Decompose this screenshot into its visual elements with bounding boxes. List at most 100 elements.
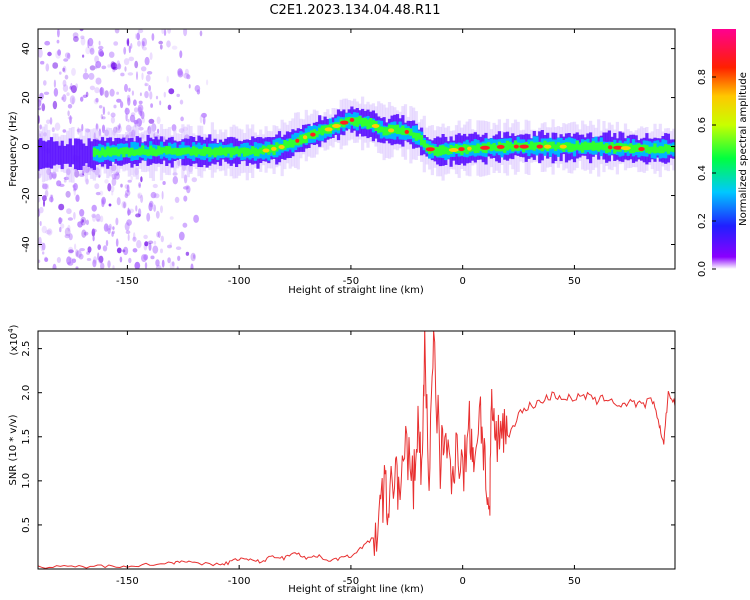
ridge-cell xyxy=(71,145,75,165)
ridge-cell xyxy=(495,145,499,152)
noise-speckle xyxy=(79,248,85,252)
noise-speckle xyxy=(163,29,167,36)
snr-background xyxy=(38,331,675,569)
ridge-cell xyxy=(401,125,405,136)
ridge-cell xyxy=(395,124,400,134)
noise-speckle xyxy=(172,176,178,185)
ridge-cell xyxy=(248,148,252,155)
y-tick-label: 2.5 xyxy=(21,341,32,357)
snr-unit-exponent: 4 xyxy=(7,328,15,333)
noise-speckle xyxy=(85,46,91,55)
noise-speckle xyxy=(67,116,73,120)
noise-speckle xyxy=(102,245,108,252)
ridge-cell xyxy=(125,147,129,155)
ridge-cell xyxy=(82,143,86,166)
ridge-cell xyxy=(302,134,306,144)
ridge-hotspot xyxy=(513,144,519,149)
ridge-cell xyxy=(176,148,180,156)
noise-speckle xyxy=(183,174,188,184)
noise-speckle xyxy=(57,29,60,38)
ridge-cell xyxy=(90,141,94,169)
ridge-cell xyxy=(556,142,560,149)
x-tick-label: 0 xyxy=(459,576,465,587)
noise-speckle xyxy=(42,195,47,202)
noise-speckle xyxy=(174,196,180,203)
ridge-cell xyxy=(122,147,126,158)
noise-speckle xyxy=(89,65,96,71)
noise-speckle xyxy=(81,123,84,132)
x-tick-label: -150 xyxy=(116,276,139,287)
noise-speckle xyxy=(130,175,133,181)
noise-speckle xyxy=(66,92,70,96)
noise-speckle xyxy=(148,242,152,251)
noise-speckle xyxy=(160,235,164,243)
noise-speckle xyxy=(47,51,52,57)
colorbar-tick-label: 0.6 xyxy=(697,117,708,133)
noise-speckle xyxy=(88,72,95,80)
colorbar-tick-label: 0.2 xyxy=(697,213,708,229)
noise-speckle xyxy=(70,85,77,94)
noise-speckle xyxy=(100,114,104,120)
noise-speckle xyxy=(169,242,172,248)
noise-speckle xyxy=(150,255,155,260)
noise-speckle xyxy=(119,256,123,263)
noise-speckle xyxy=(160,248,163,254)
ridge-cell xyxy=(235,146,239,154)
ridge-cell xyxy=(226,147,231,154)
ridge-cell xyxy=(583,141,587,151)
ridge-cell xyxy=(49,137,54,169)
noise-speckle xyxy=(52,62,59,69)
ridge-cell xyxy=(197,148,201,155)
noise-speckle xyxy=(46,119,51,125)
noise-speckle xyxy=(140,194,144,203)
ridge-cell xyxy=(100,147,105,156)
noise-speckle xyxy=(48,196,54,203)
y-tick-label: -20 xyxy=(21,187,32,203)
ridge-hotspot xyxy=(404,129,409,134)
colorbar: 0.0 0.2 0.4 0.6 0.8 Normalized spectral ampl… xyxy=(697,29,749,277)
noise-speckle xyxy=(107,64,111,68)
noise-speckle xyxy=(72,32,79,39)
ridge-cell xyxy=(414,132,418,141)
noise-speckle xyxy=(190,263,194,269)
noise-speckle xyxy=(57,49,61,56)
noise-speckle xyxy=(127,97,131,106)
noise-speckle xyxy=(101,200,105,208)
noise-speckle xyxy=(155,264,162,269)
noise-speckle xyxy=(176,93,180,98)
snr-series-line xyxy=(38,331,675,569)
noise-speckle xyxy=(120,101,124,109)
ridge-cell xyxy=(669,145,673,152)
noise-speckle xyxy=(134,60,139,69)
noise-speckle xyxy=(116,247,122,254)
x-tick-label: -50 xyxy=(343,576,359,587)
ridge-cell xyxy=(463,144,467,153)
noise-speckle xyxy=(58,203,65,211)
noise-speckle xyxy=(163,91,166,98)
noise-speckle xyxy=(128,56,135,62)
noise-speckle xyxy=(138,100,143,105)
noise-speckle xyxy=(58,217,62,225)
noise-speckle xyxy=(58,217,64,223)
ridge-cell xyxy=(438,145,442,156)
ridge-cell xyxy=(650,146,654,153)
noise-speckle xyxy=(76,250,82,258)
noise-speckle xyxy=(129,114,136,123)
noise-speckle xyxy=(85,91,89,98)
ridge-cell xyxy=(505,140,510,151)
ridge-cell xyxy=(355,117,359,127)
noise-speckle xyxy=(71,67,76,76)
noise-speckle xyxy=(43,91,50,96)
noise-speckle xyxy=(151,33,155,41)
noise-speckle xyxy=(131,90,134,96)
ridge-hotspot xyxy=(388,128,395,133)
noise-speckle xyxy=(206,79,209,86)
ridge-cell xyxy=(422,140,426,148)
snr-unit-prefix: (x10 xyxy=(9,333,20,356)
ridge-hotspot xyxy=(467,146,472,151)
noise-speckle xyxy=(98,48,104,57)
noise-speckle xyxy=(122,249,126,253)
noise-speckle xyxy=(111,173,117,180)
noise-speckle xyxy=(130,43,133,49)
